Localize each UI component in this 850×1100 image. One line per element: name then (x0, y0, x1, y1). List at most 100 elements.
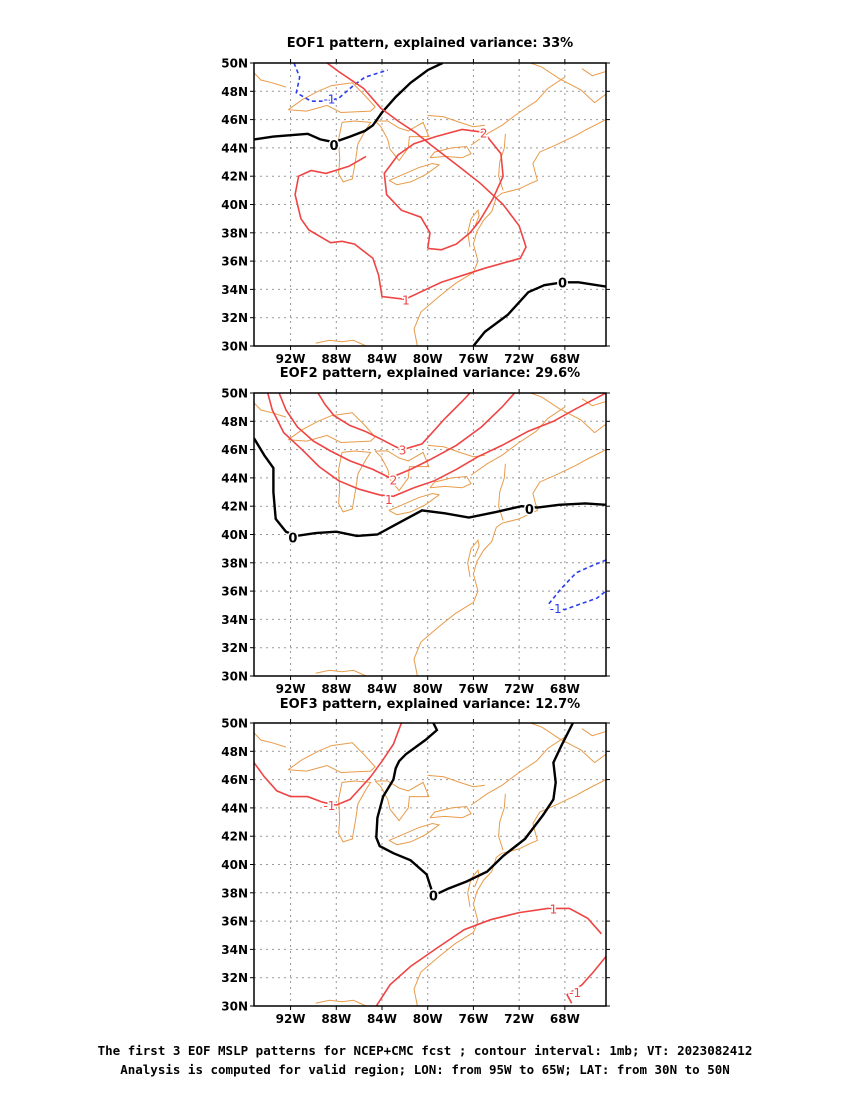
lon-label: 68W (550, 682, 580, 696)
positive-contour (294, 63, 527, 301)
lon-label: 92W (276, 352, 306, 366)
gridlines (254, 63, 606, 346)
lat-label: 44N (221, 801, 248, 815)
contour-label: 0 (429, 890, 438, 905)
coastline (288, 412, 376, 444)
zero-contour (472, 281, 606, 346)
coastline (470, 406, 566, 476)
coastline (315, 669, 367, 676)
lon-label: 72W (504, 352, 534, 366)
lat-label: 38N (221, 886, 248, 900)
coastline (388, 822, 441, 846)
contour-label: 0 (329, 139, 338, 154)
coastline (288, 742, 376, 774)
lat-label: 36N (221, 915, 248, 929)
lat-label: 42N (221, 830, 248, 844)
coastlines (254, 63, 606, 346)
coastline (427, 774, 485, 788)
contour-label: 2 (390, 473, 398, 487)
lat-label: 36N (221, 585, 248, 599)
coastline (288, 82, 376, 114)
contour-label: 3 (399, 444, 407, 458)
caption-line-2: Analysis is computed for valid region; L… (120, 1062, 730, 1077)
lat-label: 32N (221, 641, 248, 655)
panel2-title: EOF2 pattern, explained variance: 29.6% (279, 366, 581, 381)
coastline (338, 120, 372, 183)
coastline (429, 805, 472, 819)
lon-label: 84W (367, 682, 397, 696)
contour-label: -1 (550, 602, 562, 616)
lon-label: 92W (276, 1012, 306, 1026)
lon-label: 88W (321, 352, 351, 366)
lon-label: 88W (321, 682, 351, 696)
lat-label: 40N (221, 528, 248, 542)
coastlines (254, 723, 606, 1006)
map-panel-2: 3 2 1 0 0 -1 50N 48N 46N 44N 42N 40N 38N 36N 34N 32N 30N… (221, 387, 610, 696)
tick-marks (250, 59, 610, 350)
tick-marks (250, 389, 610, 680)
contours (254, 723, 606, 1006)
lat-label: 46N (221, 773, 248, 787)
positive-contour (266, 393, 606, 498)
coastline (338, 450, 372, 513)
panel3-title: EOF3 pattern, explained variance: 12.7% (279, 697, 581, 712)
contours (254, 63, 606, 346)
positive-contour (278, 393, 516, 479)
lat-label: 30N (221, 340, 248, 354)
coastline (374, 120, 430, 162)
coastline (254, 402, 287, 418)
positive-contour (375, 907, 602, 1006)
zero-contour (375, 723, 574, 898)
coastline (374, 450, 430, 492)
negative-contour (293, 63, 388, 102)
lat-label: 46N (221, 113, 248, 127)
coastline (427, 444, 485, 458)
lon-label: 72W (504, 1012, 534, 1026)
lon-label: 80W (413, 1012, 443, 1026)
lat-label: 40N (221, 858, 248, 872)
coastline (413, 449, 606, 676)
coastline (470, 76, 566, 146)
zero-contour (254, 63, 444, 144)
coastline (581, 398, 606, 407)
lat-label: 44N (221, 471, 248, 485)
lat-label: 34N (221, 943, 248, 957)
map-panel-3: -1 0 1 -1 50N 48N 46N 44N 42N 40N 38N 36N 34N 32N 30N 9… (221, 717, 610, 1026)
contour-label: 0 (558, 276, 567, 291)
lat-label: 40N (221, 198, 248, 212)
lat-label: 34N (221, 613, 248, 627)
lat-label: 50N (221, 57, 248, 71)
contour-label: 2 (480, 126, 488, 140)
coastline (467, 869, 480, 908)
lat-label: 30N (221, 670, 248, 684)
contour-label: 1 (402, 293, 410, 307)
contour-label: -1 (323, 92, 335, 106)
coastline (498, 793, 506, 851)
lon-label: 80W (413, 682, 443, 696)
lat-label: 48N (221, 745, 248, 759)
panel1-title: EOF1 pattern, explained variance: 33% (286, 36, 574, 51)
gridlines (254, 723, 606, 1006)
contours (254, 393, 606, 611)
lon-label: 68W (550, 1012, 580, 1026)
contour-label: 0 (525, 503, 534, 518)
lon-label: 88W (321, 1012, 351, 1026)
coastline (413, 779, 606, 1006)
lat-label: 36N (221, 255, 248, 269)
negative-contour (548, 559, 606, 605)
coastline (530, 63, 606, 104)
lat-label: 50N (221, 387, 248, 401)
lat-label: 50N (221, 717, 248, 731)
lon-label: 76W (458, 682, 488, 696)
coastline (315, 339, 367, 346)
positive-contour (566, 955, 606, 1004)
lat-label: 46N (221, 443, 248, 457)
lat-label: 32N (221, 311, 248, 325)
contour-label: 1 (550, 902, 558, 916)
coastline (530, 723, 606, 764)
coastline (388, 492, 441, 516)
lat-label: 44N (221, 141, 248, 155)
lat-label: 32N (221, 971, 248, 985)
eof-maps: -1 0 2 1 0 50N 48N 46N 44N 42N 40N 38N 36N 34N 32N 30N 9… (221, 57, 610, 1026)
positive-contour (254, 723, 403, 806)
